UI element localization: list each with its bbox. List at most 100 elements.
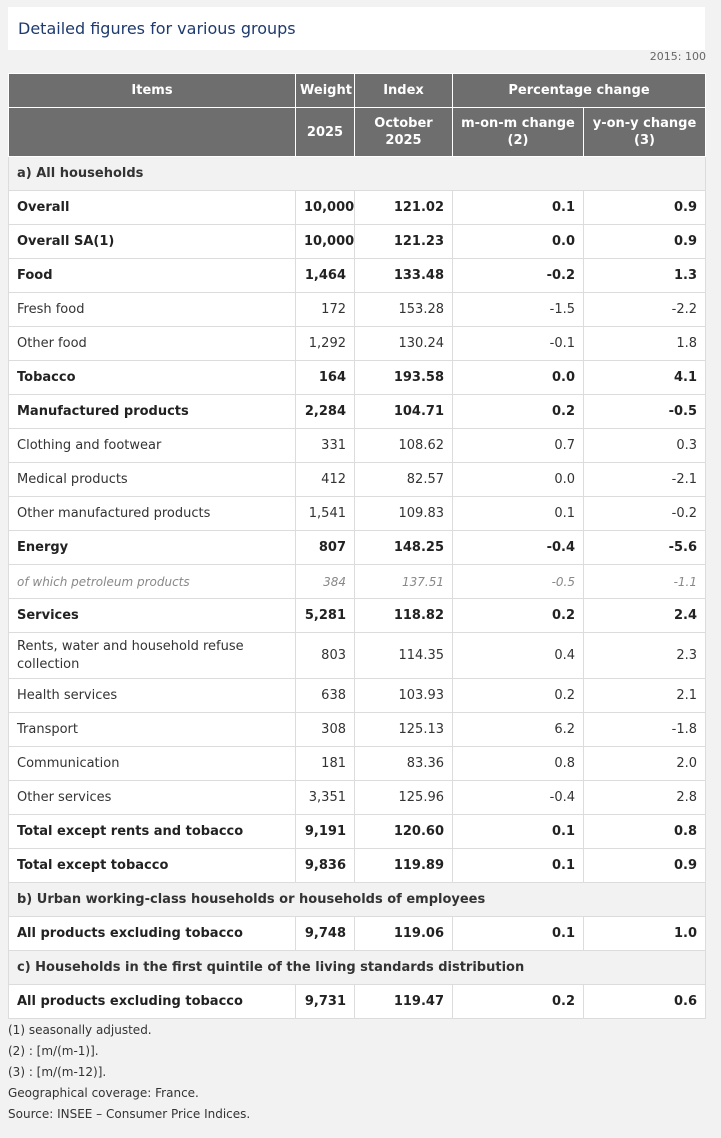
page-title: Detailed figures for various groups: [18, 19, 296, 38]
index-cell: 120.60: [354, 814, 453, 849]
yoy-change-cell: -1.8: [583, 712, 706, 747]
table-row: Services 5,281 118.82 0.2 2.4: [8, 598, 706, 633]
table-row: Overall 10,000 121.02 0.1 0.9: [8, 190, 706, 225]
index-cell: 153.28: [354, 292, 453, 327]
mom-change-cell: 0.1: [452, 496, 584, 531]
weight-cell: 384: [295, 564, 355, 599]
yoy-change-cell: -1.1: [583, 564, 706, 599]
index-cell: 119.47: [354, 984, 453, 1019]
row-label: Overall: [8, 190, 296, 225]
index-cell: 125.13: [354, 712, 453, 747]
row-label: All products excluding tobacco: [8, 984, 296, 1019]
footnote-line: (3) : [m/(m-12)].: [8, 1065, 107, 1079]
row-label: Total except tobacco: [8, 848, 296, 883]
index-cell: 103.93: [354, 678, 453, 713]
index-cell: 118.82: [354, 598, 453, 633]
yoy-change-cell: 1.3: [583, 258, 706, 293]
mom-change-cell: 0.7: [452, 428, 584, 463]
weight-cell: 172: [295, 292, 355, 327]
mom-change-cell: 6.2: [452, 712, 584, 747]
index-cell: 193.58: [354, 360, 453, 395]
weight-cell: 308: [295, 712, 355, 747]
yoy-change-cell: -2.2: [583, 292, 706, 327]
footnote-line: (1) seasonally adjusted.: [8, 1023, 152, 1037]
index-cell: 148.25: [354, 530, 453, 565]
index-cell: 121.02: [354, 190, 453, 225]
row-label: Medical products: [8, 462, 296, 497]
index-cell: 130.24: [354, 326, 453, 361]
weight-cell: 807: [295, 530, 355, 565]
mom-change-cell: -0.1: [452, 326, 584, 361]
section-header-row: b) Urban working-class households or hou…: [8, 882, 706, 917]
table-row: Health services 638 103.93 0.2 2.1: [8, 678, 706, 713]
table-row: Overall SA(1) 10,000 121.23 0.0 0.9: [8, 224, 706, 259]
row-label: Overall SA(1): [8, 224, 296, 259]
row-label: Health services: [8, 678, 296, 713]
mom-change-cell: -0.5: [452, 564, 584, 599]
section-header-row: c) Households in the first quintile of t…: [8, 950, 706, 985]
index-cell: 82.57: [354, 462, 453, 497]
index-cell: 121.23: [354, 224, 453, 259]
mom-change-cell: 0.0: [452, 360, 584, 395]
table-row: All products excluding tobacco 9,731 119.4…: [8, 984, 706, 1019]
index-cell: 133.48: [354, 258, 453, 293]
yoy-change-cell: 0.6: [583, 984, 706, 1019]
yoy-change-cell: -2.1: [583, 462, 706, 497]
index-cell: 104.71: [354, 394, 453, 429]
mom-change-cell: 0.8: [452, 746, 584, 781]
table-row: Other food 1,292 130.24 -0.1 1.8: [8, 326, 706, 361]
mom-change-cell: -0.2: [452, 258, 584, 293]
table-row: Food 1,464 133.48 -0.2 1.3: [8, 258, 706, 293]
row-label: Other manufactured products: [8, 496, 296, 531]
weight-cell: 5,281: [295, 598, 355, 633]
table-row: of which petroleum products 384 137.51 -0.5…: [8, 564, 706, 599]
yoy-change-cell: -0.2: [583, 496, 706, 531]
yoy-change-cell: 0.8: [583, 814, 706, 849]
mom-change-cell: 0.1: [452, 190, 584, 225]
weight-cell: 3,351: [295, 780, 355, 815]
footnote-line: (2) : [m/(m-1)].: [8, 1044, 99, 1058]
table-row: Other services 3,351 125.96 -0.4 2.8: [8, 780, 706, 815]
weight-cell: 803: [295, 632, 355, 679]
mom-change-cell: 0.0: [452, 224, 584, 259]
mom-change-cell: 0.0: [452, 462, 584, 497]
yoy-change-cell: 0.9: [583, 848, 706, 883]
table-row: Fresh food 172 153.28 -1.5 -2.2: [8, 292, 706, 327]
yoy-change-cell: 0.9: [583, 224, 706, 259]
col-subheader-items-empty: [8, 107, 296, 157]
mom-change-cell: 0.1: [452, 848, 584, 883]
row-label: Other food: [8, 326, 296, 361]
index-cell: 125.96: [354, 780, 453, 815]
table-row: Communication 181 83.36 0.8 2.0: [8, 746, 706, 781]
weight-cell: 9,191: [295, 814, 355, 849]
weight-cell: 9,731: [295, 984, 355, 1019]
yoy-change-cell: 0.9: [583, 190, 706, 225]
weight-cell: 1,292: [295, 326, 355, 361]
row-label: Communication: [8, 746, 296, 781]
index-cell: 119.89: [354, 848, 453, 883]
section-header-row: a) All households: [8, 156, 706, 191]
weight-cell: 638: [295, 678, 355, 713]
mom-change-cell: 0.2: [452, 394, 584, 429]
section-title: b) Urban working-class households or hou…: [8, 882, 706, 917]
row-label: All products excluding tobacco: [8, 916, 296, 951]
weight-cell: 181: [295, 746, 355, 781]
col-subheader-yoy: y-on-y change (3): [583, 107, 706, 157]
yoy-change-cell: 2.3: [583, 632, 706, 679]
mom-change-cell: -0.4: [452, 780, 584, 815]
yoy-change-cell: 2.8: [583, 780, 706, 815]
mom-change-cell: 0.4: [452, 632, 584, 679]
row-label: Other services: [8, 780, 296, 815]
weight-cell: 1,464: [295, 258, 355, 293]
figures-table: Items Weight Index Percentage change 202…: [8, 73, 706, 1019]
table-row: Medical products 412 82.57 0.0 -2.1: [8, 462, 706, 497]
index-cell: 83.36: [354, 746, 453, 781]
weight-cell: 1,541: [295, 496, 355, 531]
row-label: Services: [8, 598, 296, 633]
yoy-change-cell: 2.4: [583, 598, 706, 633]
index-cell: 114.35: [354, 632, 453, 679]
col-header-percentage-change: Percentage change: [452, 73, 706, 108]
weight-cell: 9,748: [295, 916, 355, 951]
table-row: Transport 308 125.13 6.2 -1.8: [8, 712, 706, 747]
row-label: Total except rents and tobacco: [8, 814, 296, 849]
